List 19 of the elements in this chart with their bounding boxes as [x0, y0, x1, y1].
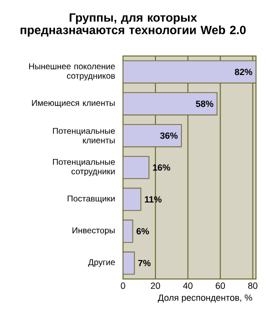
- x-tick-label: 80: [248, 282, 258, 289]
- x-tick-label: 20: [150, 282, 160, 289]
- data-label: 7%: [138, 260, 151, 266]
- data-label: 36%: [160, 132, 178, 139]
- x-tick-label: 60: [216, 282, 225, 289]
- x-tick-label: 40: [183, 282, 193, 289]
- y-tick-label: Инвесторы: [72, 227, 115, 235]
- chart-title: Группы, для которых предназначаются технологии Web 2.0: [20, 13, 246, 37]
- y-tick-label: Потенциальные сотрудники: [53, 158, 115, 176]
- data-label: 58%: [196, 100, 214, 107]
- y-tick-label: Имеющиеся клиенты: [32, 100, 115, 108]
- y-tick-label: Другие: [88, 259, 115, 267]
- y-tick-label: Потенциальные клиенты: [53, 128, 115, 144]
- y-tick-label: Поставщики: [68, 196, 115, 204]
- y-tick-label: Нынешнее поколение сотрудников: [29, 63, 115, 80]
- x-axis-title: Доля респондентов, %: [158, 294, 252, 303]
- data-label: 6%: [136, 228, 149, 234]
- x-tick-label: 0: [120, 282, 126, 289]
- data-label: 82%: [234, 68, 252, 76]
